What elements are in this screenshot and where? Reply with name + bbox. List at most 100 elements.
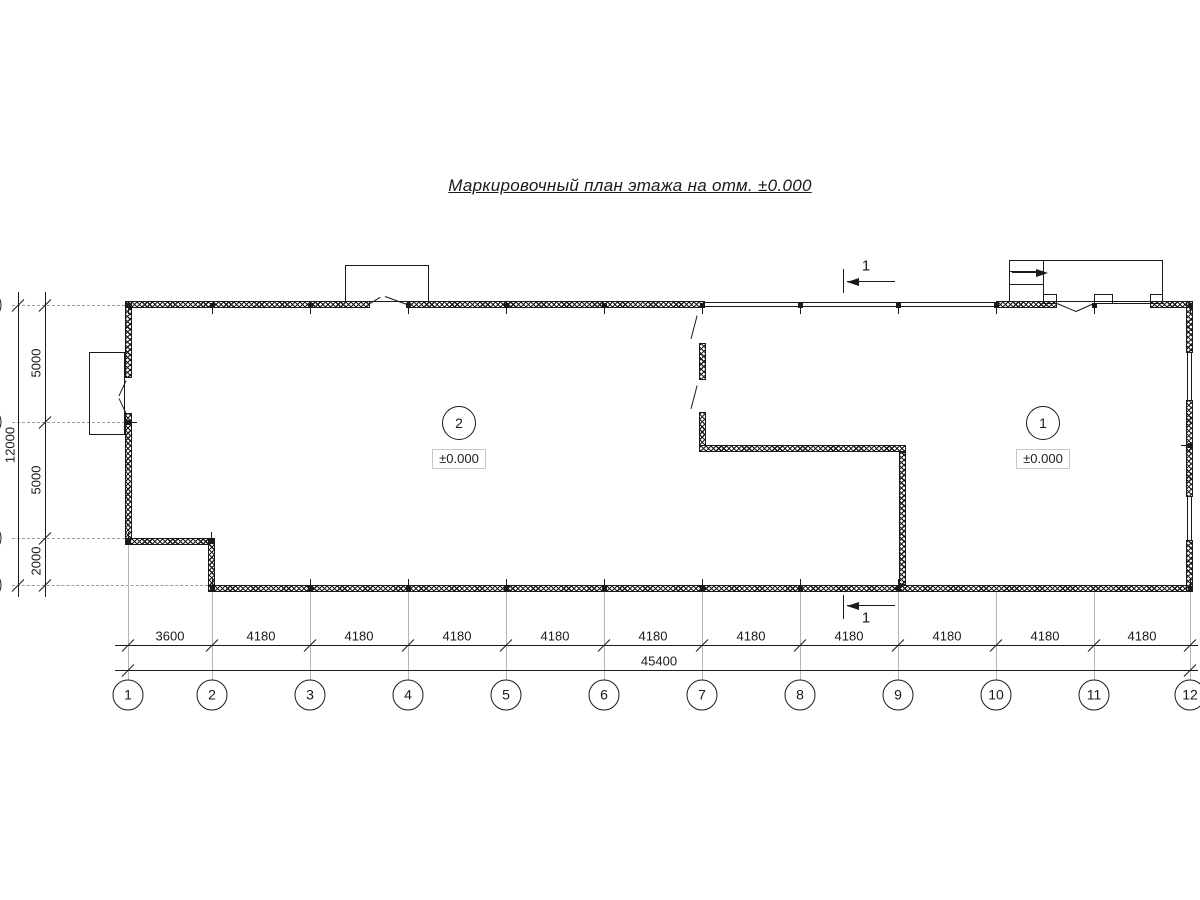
column-mark — [125, 538, 131, 544]
drawing-title: Маркировочный план этажа на отм. ±0.000 — [448, 176, 812, 195]
dimension-label: 4180 — [834, 628, 864, 644]
door-pier — [1043, 294, 1057, 304]
dimension-line — [18, 292, 19, 597]
door-leaf — [690, 385, 698, 409]
grid-line — [212, 545, 213, 680]
column-mark-tick — [407, 579, 409, 588]
wall-segment — [407, 301, 705, 308]
axis-bubble-12: 12 — [1174, 679, 1200, 711]
axis-bubble-6: 6 — [588, 679, 620, 711]
room-number-bubble: 1 — [1026, 406, 1060, 440]
top-right-porch — [1009, 260, 1163, 302]
axis-bubble-9: 9 — [882, 679, 914, 711]
wall-segment — [125, 413, 132, 545]
section-mark-line — [847, 605, 895, 606]
column-mark — [209, 585, 215, 591]
window-band — [705, 302, 996, 307]
column-mark-tick — [309, 305, 311, 314]
axis-bubble-5: 5 — [490, 679, 522, 711]
dimension-label: 5000 — [28, 348, 44, 378]
stair-direction-arrow — [1036, 268, 1048, 277]
stair-line — [1009, 271, 1043, 272]
column-mark-tick — [799, 305, 801, 314]
column-mark — [307, 585, 313, 591]
axis-bubble-7: 7 — [686, 679, 718, 711]
column-mark-tick — [995, 305, 997, 314]
door-pier — [1150, 294, 1163, 304]
column-mark-tick — [127, 532, 129, 541]
column-mark-tick — [210, 532, 212, 541]
wall-segment — [1186, 301, 1193, 353]
grid-line — [12, 422, 125, 423]
wall-segment — [699, 445, 906, 452]
column-mark-tick — [1093, 305, 1095, 314]
dimension-label: 4180 — [540, 628, 570, 644]
window-band — [1187, 497, 1192, 540]
column-mark-tick — [603, 579, 605, 588]
room-number-bubble: 2 — [442, 406, 476, 440]
axis-bubble-8: 8 — [784, 679, 816, 711]
row-bubble — [0, 569, 2, 601]
section-mark-line — [843, 269, 844, 293]
left-porch — [89, 352, 125, 435]
dimension-label: 4180 — [736, 628, 766, 644]
dimension-line — [115, 670, 1198, 671]
door-leaf — [1056, 303, 1077, 313]
grid-line — [408, 592, 409, 680]
column-mark — [895, 585, 901, 591]
column-mark — [1187, 585, 1193, 591]
section-mark-line — [847, 281, 895, 282]
dimension-label: 4180 — [246, 628, 276, 644]
room-elevation: ±0.000 — [432, 449, 486, 469]
grid-line — [12, 538, 125, 539]
column-mark — [503, 585, 509, 591]
column-mark — [405, 585, 411, 591]
axis-bubble-11: 11 — [1078, 679, 1110, 711]
wall-segment — [125, 301, 370, 308]
top-porch — [345, 265, 429, 302]
top-right-porch-divider — [1043, 260, 1044, 302]
column-mark — [208, 538, 214, 544]
grid-line — [12, 585, 208, 586]
grid-line — [702, 592, 703, 680]
section-mark-line — [843, 595, 844, 619]
column-mark — [601, 585, 607, 591]
column-mark — [797, 585, 803, 591]
grid-line — [996, 592, 997, 680]
door-leaf — [690, 315, 698, 339]
dimension-label: 2000 — [28, 546, 44, 576]
section-arrow — [847, 277, 859, 286]
open-door-leaf — [1113, 303, 1150, 304]
column-mark-tick — [505, 579, 507, 588]
dimension-label: 5000 — [28, 465, 44, 495]
column-mark-tick — [127, 305, 129, 314]
grid-line — [12, 305, 125, 306]
column-mark-tick — [128, 421, 137, 423]
grid-line — [1190, 592, 1191, 680]
wall-segment — [1186, 400, 1193, 497]
dimension-total-label: 45400 — [640, 653, 678, 669]
column-mark-tick — [309, 579, 311, 588]
column-mark-tick — [505, 305, 507, 314]
axis-bubble-2: 2 — [196, 679, 228, 711]
window-band — [1187, 353, 1192, 400]
column-mark-tick — [701, 579, 703, 588]
column-mark-tick — [1189, 579, 1191, 588]
column-mark-tick — [1181, 444, 1190, 446]
column-mark-tick — [897, 579, 899, 588]
section-label: 1 — [861, 257, 871, 275]
dimension-label: 4180 — [344, 628, 374, 644]
column-mark-tick — [211, 305, 213, 314]
grid-line — [310, 592, 311, 680]
grid-line — [506, 592, 507, 680]
door-pier — [1094, 294, 1113, 304]
wall-segment — [1186, 540, 1193, 592]
dimension-label: 4180 — [932, 628, 962, 644]
section-arrow — [847, 601, 859, 610]
column-mark-tick — [799, 579, 801, 588]
wall-segment — [699, 343, 706, 380]
stair-line — [1009, 284, 1043, 285]
dimension-total-label: 12000 — [2, 426, 18, 464]
dimension-label: 3600 — [155, 628, 185, 644]
